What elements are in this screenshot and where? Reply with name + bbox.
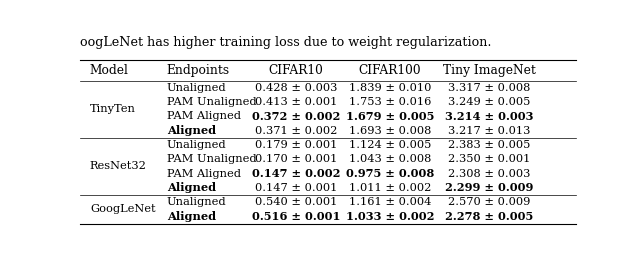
Text: PAM Unaligned: PAM Unaligned: [167, 154, 257, 164]
Text: 0.413 ± 0.001: 0.413 ± 0.001: [255, 97, 337, 107]
Text: 3.249 ± 0.005: 3.249 ± 0.005: [448, 97, 531, 107]
Text: Aligned: Aligned: [167, 211, 216, 222]
Text: PAM Unaligned: PAM Unaligned: [167, 97, 257, 107]
Text: 1.679 ± 0.005: 1.679 ± 0.005: [346, 111, 434, 122]
Text: 3.317 ± 0.008: 3.317 ± 0.008: [448, 83, 531, 93]
Text: 0.540 ± 0.001: 0.540 ± 0.001: [255, 197, 337, 207]
Text: Unaligned: Unaligned: [167, 197, 227, 207]
Text: 0.179 ± 0.001: 0.179 ± 0.001: [255, 140, 337, 150]
Text: 2.308 ± 0.003: 2.308 ± 0.003: [448, 168, 531, 179]
Text: 2.383 ± 0.005: 2.383 ± 0.005: [448, 140, 531, 150]
Text: 1.839 ± 0.010: 1.839 ± 0.010: [349, 83, 431, 93]
Text: PAM Aligned: PAM Aligned: [167, 168, 241, 179]
Text: 0.516 ± 0.001: 0.516 ± 0.001: [252, 211, 340, 222]
Text: 1.043 ± 0.008: 1.043 ± 0.008: [349, 154, 431, 164]
Text: 2.299 ± 0.009: 2.299 ± 0.009: [445, 182, 533, 194]
Text: 0.372 ± 0.002: 0.372 ± 0.002: [252, 111, 340, 122]
Text: Tiny ImageNet: Tiny ImageNet: [443, 64, 536, 77]
Text: CIFAR100: CIFAR100: [358, 64, 421, 77]
Text: ResNet32: ResNet32: [90, 162, 147, 172]
Text: Unaligned: Unaligned: [167, 83, 227, 93]
Text: Aligned: Aligned: [167, 182, 216, 194]
Text: 1.011 ± 0.002: 1.011 ± 0.002: [349, 183, 431, 193]
Text: 0.147 ± 0.001: 0.147 ± 0.001: [255, 183, 337, 193]
Text: 1.033 ± 0.002: 1.033 ± 0.002: [346, 211, 435, 222]
Text: 0.371 ± 0.002: 0.371 ± 0.002: [255, 126, 337, 136]
Text: 2.278 ± 0.005: 2.278 ± 0.005: [445, 211, 533, 222]
Text: Endpoints: Endpoints: [167, 64, 230, 77]
Text: 1.161 ± 0.004: 1.161 ± 0.004: [349, 197, 431, 207]
Text: CIFAR10: CIFAR10: [268, 64, 323, 77]
Text: PAM Aligned: PAM Aligned: [167, 111, 241, 121]
Text: 1.693 ± 0.008: 1.693 ± 0.008: [349, 126, 431, 136]
Text: 2.350 ± 0.001: 2.350 ± 0.001: [448, 154, 531, 164]
Text: 3.214 ± 0.003: 3.214 ± 0.003: [445, 111, 534, 122]
Text: 1.124 ± 0.005: 1.124 ± 0.005: [349, 140, 431, 150]
Text: 0.975 ± 0.008: 0.975 ± 0.008: [346, 168, 434, 179]
Text: Model: Model: [90, 64, 129, 77]
Text: 0.170 ± 0.001: 0.170 ± 0.001: [255, 154, 337, 164]
Text: 3.217 ± 0.013: 3.217 ± 0.013: [448, 126, 531, 136]
Text: TinyTen: TinyTen: [90, 104, 136, 114]
Text: Aligned: Aligned: [167, 125, 216, 136]
Text: oogLeNet has higher training loss due to weight regularization.: oogLeNet has higher training loss due to…: [80, 36, 492, 49]
Text: GoogLeNet: GoogLeNet: [90, 204, 156, 214]
Text: Unaligned: Unaligned: [167, 140, 227, 150]
Text: 2.570 ± 0.009: 2.570 ± 0.009: [448, 197, 531, 207]
Text: 0.147 ± 0.002: 0.147 ± 0.002: [252, 168, 340, 179]
Text: 1.753 ± 0.016: 1.753 ± 0.016: [349, 97, 431, 107]
Text: 0.428 ± 0.003: 0.428 ± 0.003: [255, 83, 337, 93]
